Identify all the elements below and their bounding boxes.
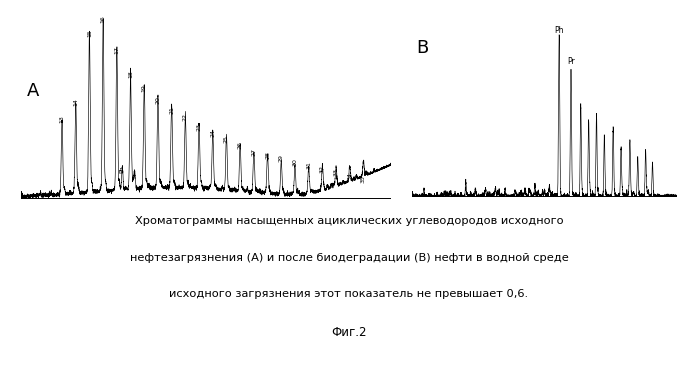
Text: Pr: Pr bbox=[132, 172, 138, 178]
Text: исходного загрязнения этот показатель не превышает 0,6.: исходного загрязнения этот показатель не… bbox=[170, 289, 528, 299]
Text: 30: 30 bbox=[292, 158, 297, 166]
Text: 24: 24 bbox=[210, 129, 215, 137]
Text: 16: 16 bbox=[101, 15, 105, 23]
Text: 14: 14 bbox=[73, 98, 78, 105]
Text: 15: 15 bbox=[87, 29, 92, 36]
Text: 35: 35 bbox=[361, 175, 366, 183]
Text: 22: 22 bbox=[183, 113, 188, 121]
Text: B: B bbox=[417, 39, 429, 57]
Text: A: A bbox=[27, 82, 39, 100]
Text: 21: 21 bbox=[169, 106, 174, 114]
Text: 33: 33 bbox=[334, 168, 339, 176]
Text: 19: 19 bbox=[142, 84, 147, 92]
Text: 31: 31 bbox=[306, 162, 311, 169]
Text: Pr: Pr bbox=[567, 57, 575, 66]
Text: 34: 34 bbox=[348, 172, 352, 180]
Text: 17: 17 bbox=[114, 46, 119, 54]
Text: 28: 28 bbox=[265, 151, 270, 159]
Text: 23: 23 bbox=[197, 123, 202, 131]
Text: Ph: Ph bbox=[120, 165, 125, 173]
Text: 32: 32 bbox=[320, 165, 325, 173]
Text: 13: 13 bbox=[59, 115, 64, 123]
Text: 26: 26 bbox=[237, 141, 243, 149]
Text: Хроматограммы насыщенных ациклических углеводородов исходного: Хроматограммы насыщенных ациклических уг… bbox=[135, 216, 563, 226]
Text: 20: 20 bbox=[156, 96, 161, 104]
Text: Фиг.2: Фиг.2 bbox=[332, 326, 366, 339]
Text: 27: 27 bbox=[251, 147, 256, 155]
Text: нефтезагрязнения (А) и после биодеградации (В) нефти в водной среде: нефтезагрязнения (А) и после биодеградац… bbox=[130, 253, 568, 263]
Text: Ph: Ph bbox=[554, 26, 564, 36]
Text: 25: 25 bbox=[224, 136, 229, 144]
Text: 18: 18 bbox=[128, 70, 133, 78]
Text: 29: 29 bbox=[279, 154, 284, 162]
